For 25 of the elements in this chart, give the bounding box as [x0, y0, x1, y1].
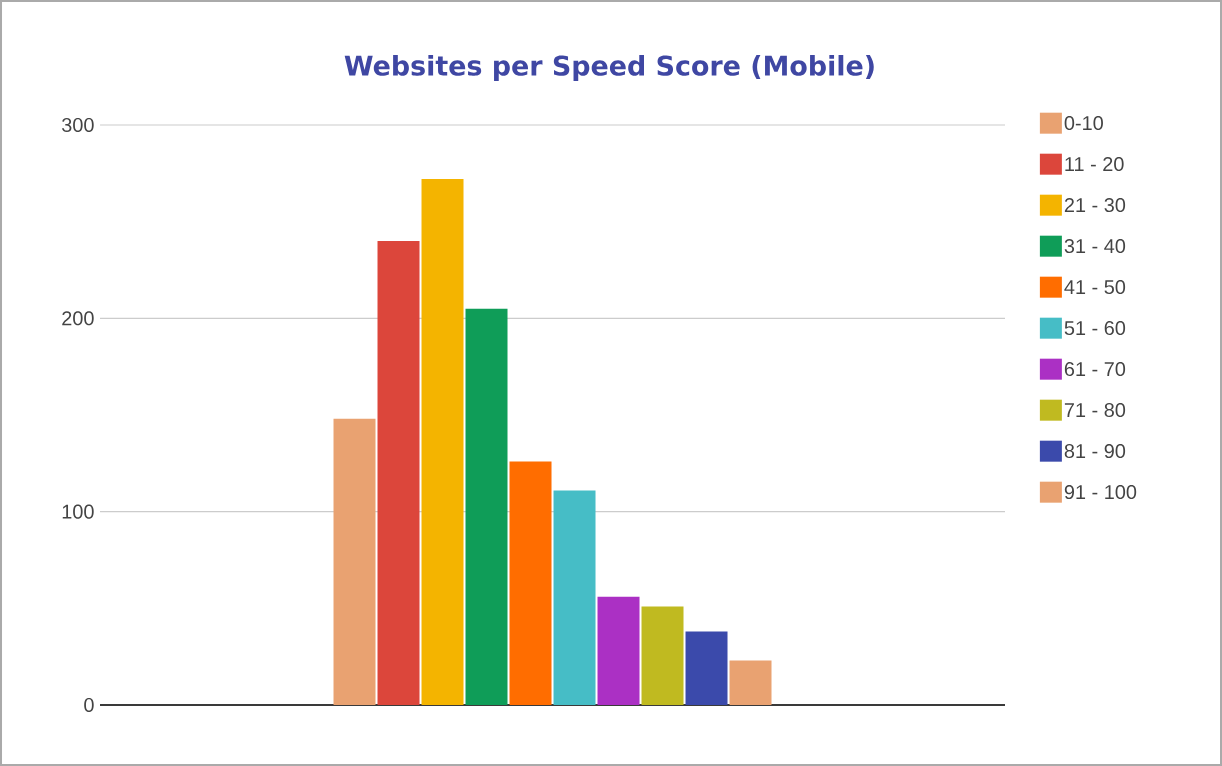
legend-label: 41 - 50	[1064, 279, 1126, 295]
chart-title: Websites per Speed Score (Mobile)	[344, 54, 874, 81]
legend-label: 11 - 20	[1065, 156, 1124, 172]
bar	[553, 490, 596, 705]
legend-label: 51 - 60	[1064, 320, 1126, 336]
y-tick-label: 300	[62, 117, 94, 133]
legend-label: 21 - 30	[1064, 197, 1126, 213]
bar	[333, 418, 376, 705]
y-tick-label: 100	[62, 504, 94, 519]
bar	[597, 596, 640, 705]
y-tick-label: 200	[62, 311, 94, 326]
bar	[685, 631, 728, 705]
bar	[465, 308, 508, 705]
bar	[377, 240, 420, 705]
bar	[509, 461, 552, 705]
bar	[641, 606, 684, 705]
legend-label: 61 - 70	[1064, 361, 1126, 377]
bar	[421, 179, 464, 705]
y-tick-label: 0	[84, 697, 94, 713]
legend-label: 81 - 90	[1064, 443, 1126, 459]
legend-label: 71 - 80	[1064, 402, 1126, 418]
legend-label: 0-10	[1064, 115, 1103, 131]
legend-label: 31 - 40	[1064, 238, 1126, 254]
legend-label: 91 - 100	[1064, 484, 1137, 500]
bar	[729, 660, 772, 705]
